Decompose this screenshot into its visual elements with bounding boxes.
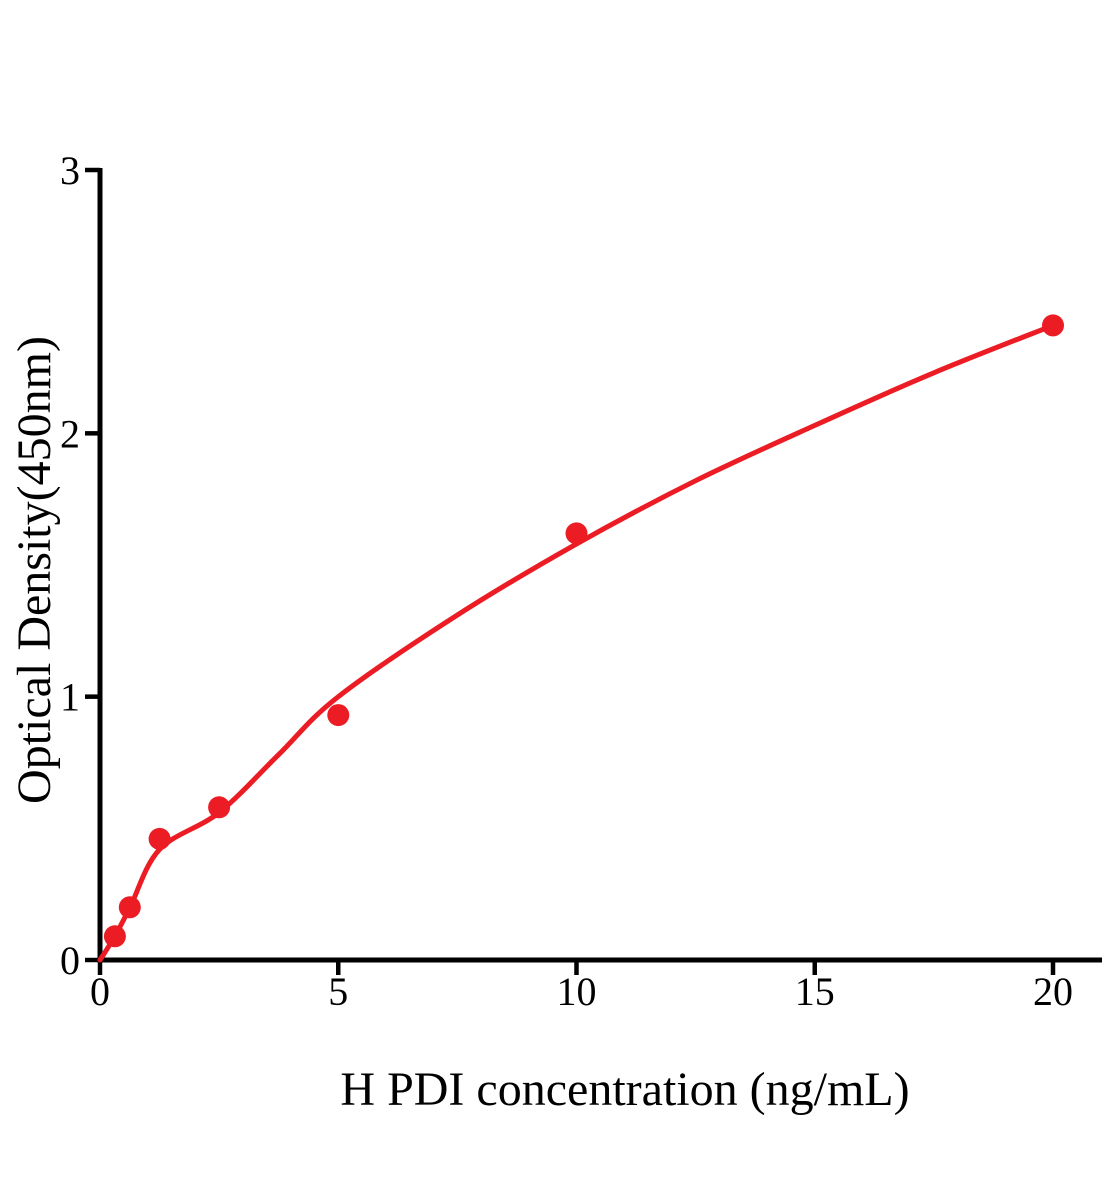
data-point bbox=[327, 704, 350, 727]
y-tick-labels: 0 1 2 3 bbox=[60, 148, 80, 983]
y-tick-label: 1 bbox=[60, 675, 80, 720]
data-point bbox=[565, 522, 588, 545]
y-tick-label: 2 bbox=[60, 411, 80, 456]
y-ticks bbox=[85, 167, 100, 963]
axes bbox=[97, 168, 1102, 963]
x-tick-label: 0 bbox=[90, 969, 110, 1014]
x-ticks bbox=[97, 960, 1056, 975]
data-point bbox=[1042, 314, 1064, 337]
data-point bbox=[148, 827, 171, 850]
x-tick-label: 20 bbox=[1033, 969, 1073, 1014]
y-tick-label: 0 bbox=[60, 938, 80, 983]
data-points bbox=[103, 314, 1064, 948]
y-tick-label: 3 bbox=[60, 148, 80, 193]
data-point bbox=[118, 896, 141, 919]
data-point bbox=[103, 925, 126, 948]
data-point bbox=[208, 796, 231, 819]
x-tick-label: 15 bbox=[795, 969, 835, 1014]
fit-curve-line bbox=[97, 322, 1056, 963]
x-axis-title: H PDI concentration (ng/mL) bbox=[340, 1063, 909, 1116]
x-tick-labels: 0 5 10 15 20 bbox=[90, 969, 1073, 1014]
y-axis-title: Optical Density(450nm) bbox=[8, 336, 61, 804]
x-tick-label: 5 bbox=[328, 969, 348, 1014]
x-tick-label: 10 bbox=[557, 969, 597, 1014]
